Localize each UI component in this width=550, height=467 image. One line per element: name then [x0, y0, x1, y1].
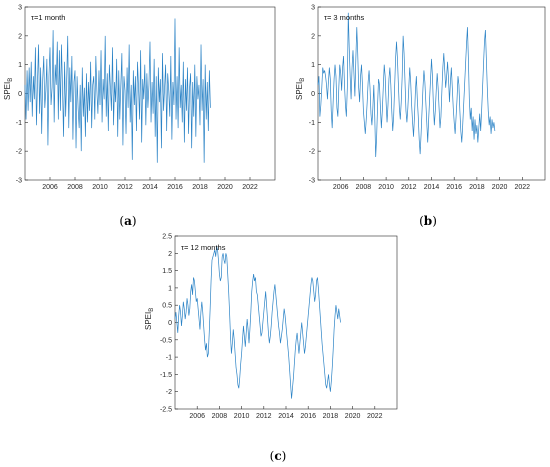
caption-b: (b) — [419, 214, 437, 228]
x-tick-label: 2008 — [67, 184, 83, 191]
y-tick-label: 2 — [18, 33, 22, 40]
y-tick-label: -1 — [16, 120, 22, 127]
x-tick-label: 2006 — [42, 184, 58, 191]
x-tick-label: 2014 — [424, 184, 440, 191]
x-tick-label: 2008 — [212, 413, 228, 420]
tau-label: τ= 3 months — [324, 13, 365, 22]
x-tick-label: 2014 — [278, 413, 294, 420]
tau-label: τ=1 month — [31, 13, 65, 22]
x-tick-label: 2020 — [492, 184, 508, 191]
y-tick-label: 0.5 — [162, 303, 172, 310]
x-tick-label: 2016 — [446, 184, 462, 191]
tick-group: -2.5 -2 -1.5 -1 -0.5 0 0.5 1 1.5 2 2.5 2006 2008 2010… — [160, 234, 383, 421]
y-axis-label: SPEIB — [3, 78, 14, 100]
y-axis-label: SPEIB — [144, 308, 155, 330]
x-tick-label: 2022 — [515, 184, 531, 191]
x-tick-label: 2016 — [300, 413, 316, 420]
y-axis-label-sub: B — [149, 308, 155, 312]
plot-frame — [317, 6, 546, 181]
x-tick-label: 2010 — [378, 184, 394, 191]
y-axis-label-main: SPEI — [144, 312, 153, 330]
x-tick-label: 2018 — [469, 184, 485, 191]
y-tick-label: -0.5 — [160, 337, 172, 344]
x-tick-label: 2022 — [242, 184, 258, 191]
caption-letter: a — [124, 214, 132, 228]
x-tick-label: 2012 — [117, 184, 133, 191]
x-tick-label: 2010 — [234, 413, 250, 420]
y-tick-label: 1 — [168, 285, 172, 292]
y-tick-label: 3 — [311, 5, 315, 12]
y-tick-label: -3 — [309, 178, 315, 185]
y-tick-label: 3 — [18, 5, 22, 12]
y-axis-label: SPEIB — [295, 78, 306, 100]
y-tick-label: 0 — [168, 320, 172, 327]
y-tick-label: -1 — [166, 355, 172, 362]
x-tick-label: 2020 — [345, 413, 361, 420]
spei-line — [317, 12, 496, 157]
panel-c: -2.5 -2 -1.5 -1 -0.5 0 0.5 1 1.5 2 2.5 2006 2008 2010… — [144, 234, 398, 463]
x-tick-label: 2012 — [401, 184, 417, 191]
y-tick-label: -2 — [16, 149, 22, 156]
x-tick-label: 2010 — [92, 184, 108, 191]
caption-a: (a) — [119, 214, 136, 228]
x-tick-label: 2006 — [189, 413, 205, 420]
x-tick-label: 2006 — [333, 184, 349, 191]
x-tick-label: 2018 — [192, 184, 208, 191]
caption-close: ) — [132, 214, 137, 228]
x-tick-label: 2018 — [323, 413, 339, 420]
panel-b: -3 -2 -1 0 1 2 3 2006 2008 2010 2012 2014 2016 2018 20… — [295, 5, 546, 228]
plot-frame — [24, 6, 276, 181]
spei-line — [174, 246, 341, 399]
caption-open: ( — [270, 449, 275, 463]
caption-close: ) — [282, 449, 287, 463]
panel-a: -3 -2 -1 0 1 2 3 2006 2008 2010 2012 2014 2016 2018 20… — [3, 5, 276, 228]
x-tick-label: 2016 — [167, 184, 183, 191]
caption-c: (c) — [270, 449, 287, 463]
x-tick-label: 2022 — [367, 413, 383, 420]
caption-letter: b — [424, 214, 432, 228]
x-tick-label: 2020 — [217, 184, 233, 191]
y-tick-label: 0 — [311, 91, 315, 98]
tick-group: -3 -2 -1 0 1 2 3 2006 2008 2010 2012 2014 2016 2018 20… — [16, 5, 258, 192]
tick-group: -3 -2 -1 0 1 2 3 2006 2008 2010 2012 2014 2016 2018 20… — [309, 5, 530, 192]
y-axis-label-sub: B — [8, 78, 14, 82]
spei-line — [24, 18, 211, 163]
y-tick-label: 0 — [18, 91, 22, 98]
y-tick-label: -1 — [309, 120, 315, 127]
y-tick-label: 2 — [168, 251, 172, 258]
y-axis-label-main: SPEI — [295, 82, 304, 100]
x-tick-label: 2008 — [356, 184, 372, 191]
x-tick-label: 2014 — [142, 184, 158, 191]
y-tick-label: -1.5 — [160, 372, 172, 379]
y-axis-label-sub: B — [300, 78, 306, 82]
y-tick-label: 1 — [311, 62, 315, 69]
tau-label: τ= 12 months — [181, 243, 226, 252]
x-tick-label: 2012 — [256, 413, 272, 420]
y-axis-label-main: SPEI — [3, 82, 12, 100]
y-tick-label: 2.5 — [162, 234, 172, 241]
y-tick-label: -2 — [166, 389, 172, 396]
caption-letter: c — [274, 449, 281, 463]
caption-open: ( — [119, 214, 124, 228]
y-tick-label: -3 — [16, 178, 22, 185]
caption-open: ( — [419, 214, 424, 228]
y-tick-label: 1.5 — [162, 268, 172, 275]
caption-close: ) — [432, 214, 437, 228]
y-tick-label: 2 — [311, 33, 315, 40]
y-tick-label: -2.5 — [160, 407, 172, 414]
y-tick-label: 1 — [18, 62, 22, 69]
y-tick-label: -2 — [309, 149, 315, 156]
